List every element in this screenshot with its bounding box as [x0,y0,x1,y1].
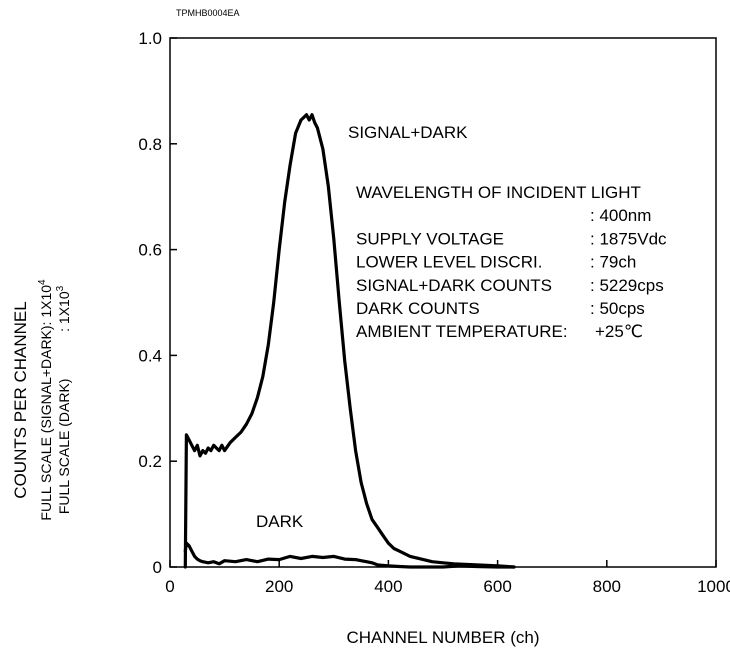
y-axis-subtitle-2: FULL SCALE (DARK) : 1X103 [55,285,72,514]
condition-value: : 79ch [590,253,636,272]
x-tick-label: 600 [483,577,511,596]
x-tick-label: 1000 [697,577,730,596]
y-tick-label: 0.6 [138,241,162,260]
y-axis-subtitle-1: FULL SCALE (SIGNAL+DARK): 1X104 [37,279,54,521]
x-axis-title: CHANNEL NUMBER (ch) [346,628,539,647]
y-tick-label: 0 [153,558,162,577]
condition-name: WAVELENGTH OF INCIDENT LIGHT [356,183,641,202]
y-axis-subtitle-1-group: FULL SCALE (SIGNAL+DARK): 1X104 [37,279,54,521]
x-tick-label: 200 [265,577,293,596]
y-axis-titles: COUNTS PER CHANNEL [11,301,30,498]
condition-value: : 50cps [590,299,645,318]
conditions-block: WAVELENGTH OF INCIDENT LIGHT : 400nm SUPPL… [356,183,667,341]
dark-label: DARK [256,512,304,531]
y-axis: 0 0.2 0.4 0.6 0.8 1.0 [138,29,177,577]
y-axis-title: COUNTS PER CHANNEL [11,301,30,498]
condition-name: SUPPLY VOLTAGE [356,229,504,248]
y-tick-label: 0.8 [138,135,162,154]
y-tick-label: 0.2 [138,452,162,471]
condition-value: +25℃ [595,322,643,341]
x-tick-label: 0 [165,577,174,596]
figure-code: TPMHB0004EA [176,8,240,18]
x-tick-label: 800 [593,577,621,596]
condition-name: SIGNAL+DARK COUNTS [356,276,552,295]
condition-name: AMBIENT TEMPERATURE: [356,322,568,341]
x-tick-label: 400 [374,577,402,596]
signal-dark-label: SIGNAL+DARK [348,123,468,142]
series-dark-line [183,541,516,569]
condition-name: LOWER LEVEL DISCRI. [356,253,542,272]
condition-value: : 5229cps [590,276,664,295]
series-signal-dark-line [183,113,516,569]
y-tick-label: 0.4 [138,346,162,365]
x-axis: 0 200 400 600 800 1000 [165,560,730,596]
y-tick-label: 1.0 [138,29,162,48]
series-group [183,113,516,569]
condition-name: DARK COUNTS [356,299,480,318]
y-axis-subtitle-2-group: FULL SCALE (DARK) : 1X103 [55,285,72,514]
condition-value: : 400nm [590,206,651,225]
condition-value: : 1875Vdc [590,229,667,248]
